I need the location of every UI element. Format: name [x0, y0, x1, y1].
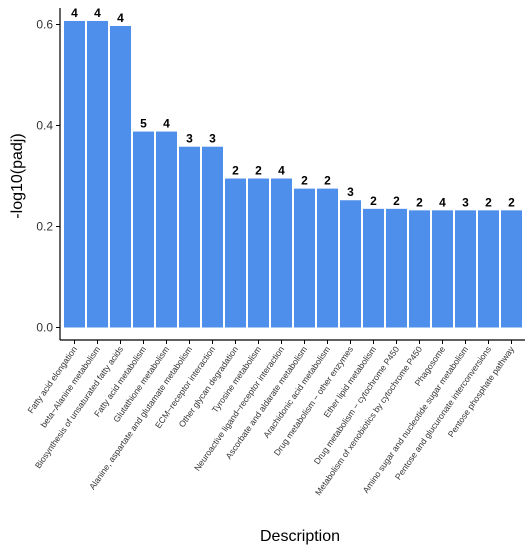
- bar: [478, 210, 499, 328]
- bar: [202, 146, 223, 328]
- bar-count-label: 4: [439, 195, 446, 209]
- bar-count-label: 2: [232, 164, 239, 178]
- bar: [225, 178, 246, 328]
- count-labels-group: 4 4 4 5 4 3 3 2 2 4 2 2 3 2 2 2 4 3 2 2: [71, 6, 515, 209]
- x-axis-title: Description: [260, 528, 340, 545]
- bar: [363, 208, 384, 328]
- bar: [248, 178, 269, 328]
- bar: [317, 188, 338, 328]
- bar-count-label: 2: [485, 195, 492, 209]
- y-axis-title: -log10(padj): [9, 133, 26, 218]
- bar-count-label: 4: [117, 11, 124, 25]
- bar: [340, 200, 361, 328]
- bar: [409, 210, 430, 328]
- bar-count-label: 3: [186, 132, 193, 146]
- bar-count-label: 3: [347, 185, 354, 199]
- bar: [386, 208, 407, 328]
- bar-count-label: 5: [140, 117, 147, 131]
- bar-count-label: 2: [393, 194, 400, 208]
- bar-count-label: 2: [255, 164, 262, 178]
- bar-count-label: 4: [163, 117, 170, 131]
- bar-count-label: 2: [508, 195, 515, 209]
- bar: [110, 26, 131, 328]
- bar: [432, 210, 453, 328]
- bar: [179, 146, 200, 328]
- bar-count-label: 4: [278, 164, 285, 178]
- bar-count-label: 2: [301, 174, 308, 188]
- bar-count-label: 2: [416, 195, 423, 209]
- y-tick-label: 0.4: [36, 119, 53, 133]
- bar-count-label: 2: [370, 194, 377, 208]
- bar: [64, 20, 85, 328]
- bar: [271, 178, 292, 328]
- y-tick-label: 0.6: [36, 18, 53, 32]
- bar-count-label: 2: [324, 174, 331, 188]
- bar: [87, 20, 108, 328]
- x-ticks-group: [74, 340, 512, 344]
- bar: [501, 210, 522, 328]
- y-tick-label: 0.0: [36, 321, 53, 335]
- y-ticks-group: 0.0 0.2 0.4 0.6: [36, 18, 60, 335]
- bars-group: [64, 20, 522, 328]
- bar: [133, 131, 154, 328]
- bar-count-label: 3: [209, 132, 216, 146]
- bar-count-label: 4: [71, 6, 78, 20]
- bar-count-label: 4: [94, 6, 101, 20]
- y-tick-label: 0.2: [36, 220, 53, 234]
- bar: [294, 188, 315, 328]
- bar: [455, 210, 476, 328]
- bar-count-label: 3: [462, 195, 469, 209]
- bar: [156, 131, 177, 328]
